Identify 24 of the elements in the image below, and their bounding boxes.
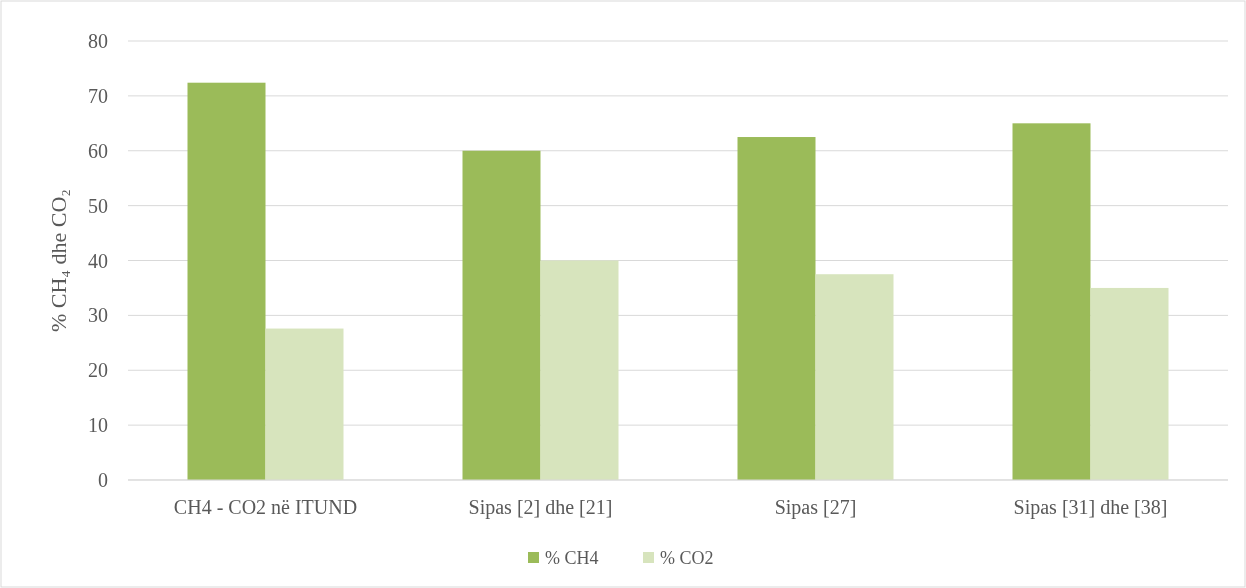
- x-tick-label: Sipas [2] dhe [21]: [468, 496, 613, 519]
- y-axis-title: % CH₄ dhe CO₂: [46, 188, 71, 333]
- bar: [265, 328, 344, 480]
- bar: [737, 137, 816, 480]
- x-tick-label: Sipas [27]: [774, 496, 857, 519]
- x-tick-label: CH4 - CO2 në ITUND: [173, 496, 358, 518]
- bar: [187, 82, 266, 480]
- bar: [540, 260, 619, 480]
- legend-label: % CO2: [660, 548, 714, 569]
- y-tick-label: 40: [88, 249, 108, 272]
- y-tick-label: 20: [88, 359, 108, 382]
- y-tick-label: 10: [88, 414, 108, 437]
- bar: [815, 274, 894, 480]
- y-tick-label: 30: [88, 304, 108, 327]
- legend-label: % CH4: [545, 548, 599, 569]
- bar: [1012, 123, 1091, 480]
- bar: [462, 150, 541, 480]
- y-tick-label: 60: [88, 139, 108, 162]
- y-tick-label: 80: [88, 30, 108, 52]
- y-tick-label: 50: [88, 194, 108, 217]
- bar: [1090, 287, 1169, 480]
- y-tick-label: 0: [98, 469, 108, 491]
- y-tick-label: 70: [88, 84, 108, 107]
- x-tick-label: Sipas [31] dhe [38]: [1013, 496, 1168, 519]
